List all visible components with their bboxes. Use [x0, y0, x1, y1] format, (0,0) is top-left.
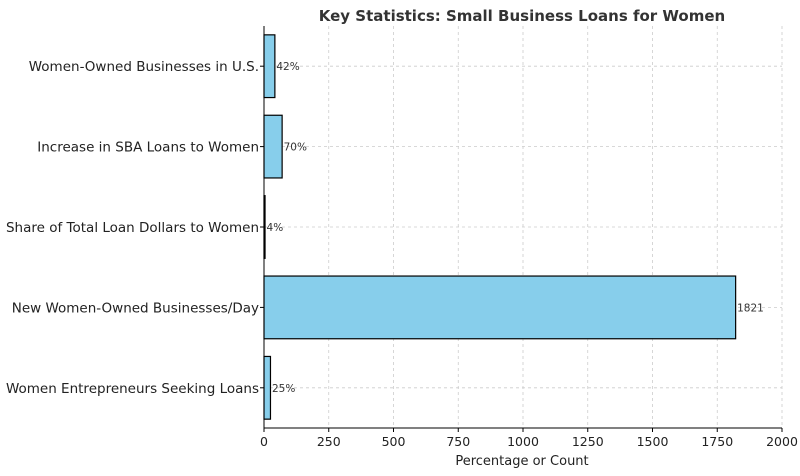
x-tick-label: 750: [446, 434, 470, 449]
x-tick-label: 500: [382, 434, 406, 449]
bar: [263, 114, 283, 179]
x-axis-label: Percentage or Count: [455, 454, 588, 469]
bar: [263, 355, 272, 420]
y-tick-label: Women Entrepreneurs Seeking Loans: [6, 381, 259, 397]
x-tick-label: 1000: [507, 434, 539, 449]
gridlines: [263, 26, 783, 428]
x-tick-label: 250: [317, 434, 341, 449]
data-label: 4%: [267, 222, 284, 234]
x-tick-label: 0: [260, 434, 268, 449]
data-label: 42%: [276, 61, 299, 73]
data-label: 25%: [272, 383, 295, 395]
axes: [260, 26, 783, 432]
y-tick-label: New Women-Owned Businesses/Day: [12, 300, 259, 316]
x-tick-label: 1750: [701, 434, 733, 449]
y-tick-label: Increase in SBA Loans to Women: [37, 140, 259, 156]
x-tick-label: 1500: [637, 434, 669, 449]
bar: [263, 275, 737, 340]
chart-title: Key Statistics: Small Business Loans for…: [319, 7, 725, 25]
data-label: 1821: [737, 302, 764, 314]
labels: 0 250 500 750 1000 1250 1500 1750 2000 Women-Owne…: [6, 59, 798, 449]
bars: [263, 34, 737, 420]
bar: [263, 34, 276, 99]
x-tick-label: 1250: [572, 434, 604, 449]
y-tick-label: Women-Owned Businesses in U.S.: [29, 59, 259, 75]
data-label: 70%: [284, 142, 307, 154]
y-tick-label: Share of Total Loan Dollars to Women: [6, 220, 259, 236]
x-tick-label: 2000: [766, 434, 798, 449]
